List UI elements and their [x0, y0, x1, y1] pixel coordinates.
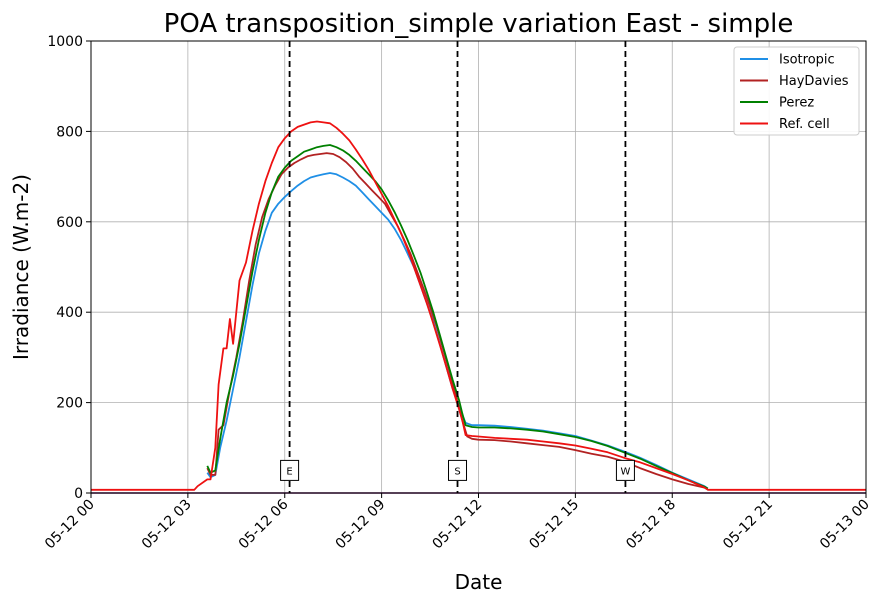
y-tick-label: 600 [56, 215, 83, 231]
event-marker-box [448, 459, 468, 481]
x-tick-label: 05-12 18 [623, 497, 679, 553]
chart-title: POA transposition_simple variation East … [164, 9, 794, 39]
event-marker-label: E [286, 466, 292, 477]
y-tick-label: 0 [74, 486, 83, 502]
legend-label: Ref. cell [779, 117, 830, 132]
event-marker-box [280, 459, 300, 481]
y-axis: 0 200 400 600 800 1000 [47, 34, 91, 502]
event-marker-label: S [454, 466, 460, 477]
x-tick-label: 05-12 06 [236, 496, 292, 552]
x-tick-label: 05-12 21 [720, 497, 776, 553]
series-line-isotropic [206, 172, 709, 490]
x-tick-label: 05-12 12 [430, 497, 486, 553]
x-tick-label: 05-12 00 [42, 497, 98, 553]
x-tick-label: 05-12 09 [333, 497, 389, 553]
event-marker-label: W [620, 466, 630, 477]
x-axis-title: Date [455, 570, 503, 594]
legend-box [733, 46, 860, 136]
x-tick-label: 05-12 15 [526, 497, 582, 553]
y-axis-title: Irradiance (W.m-2) [9, 174, 33, 360]
x-tick-label: 05-12 03 [139, 497, 195, 553]
x-tick-label: 05-13 00 [817, 497, 873, 553]
legend-label: HayDavies [779, 74, 849, 89]
legend-label: Perez [779, 96, 814, 111]
y-tick-label: 1000 [47, 34, 83, 50]
series-line-perez [206, 144, 709, 490]
y-tick-label: 400 [56, 305, 83, 321]
y-tick-label: 800 [56, 124, 83, 140]
legend-label: Isotropic [779, 53, 835, 68]
y-tick-label: 200 [56, 396, 83, 412]
event-marker-box [615, 459, 635, 481]
series-line-ref-cell [91, 120, 866, 491]
legend: Isotropic HayDavies Perez Ref. cell [733, 46, 860, 136]
series-line-haydavies [206, 152, 709, 490]
x-axis: 05-12 00 05-12 03 05-12 06 05-12 09 05-12 12… [42, 493, 873, 552]
